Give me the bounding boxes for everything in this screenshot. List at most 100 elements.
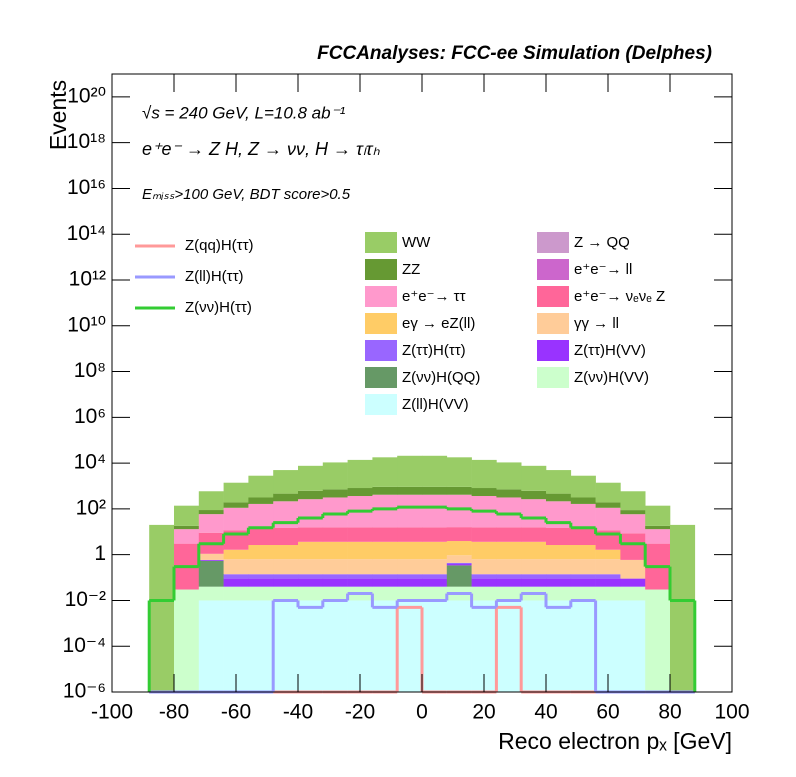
legend-label: Z(νν)H(VV) [574, 369, 649, 386]
bar-segment [248, 586, 274, 601]
bar-segment [471, 527, 497, 542]
legend-swatch [537, 232, 569, 253]
bar-segment [446, 555, 472, 563]
bar-segment [620, 533, 646, 560]
y-tick-label: 10¹⁸ [67, 130, 106, 153]
y-tick-label: 10⁻² [65, 588, 106, 611]
x-tick-label: -20 [345, 701, 375, 724]
bar-segment [595, 507, 621, 531]
bar-segment [347, 488, 373, 497]
legend-swatch [537, 313, 569, 334]
bar-segment [397, 494, 423, 528]
bar-segment [496, 489, 522, 498]
y-tick-label: 10⁴ [74, 451, 106, 474]
bar-segment [471, 586, 497, 601]
bar-segment [521, 600, 547, 692]
bar-segment [372, 494, 398, 528]
bar-segment [620, 510, 646, 515]
bar-segment [322, 497, 348, 528]
y-tick-label: 10¹⁴ [67, 222, 106, 245]
bar-segment [670, 524, 696, 692]
bar-segment [322, 489, 348, 498]
bar-segment [273, 493, 299, 502]
legend-label: e⁺e⁻→ ll [574, 261, 632, 278]
bar-segment [174, 525, 200, 530]
bar-segment [372, 578, 398, 587]
bar-segment [298, 465, 324, 491]
bar-segment [446, 494, 472, 528]
bar-segment [422, 486, 448, 495]
bar-segment [248, 545, 274, 560]
bar-segment [620, 559, 646, 579]
legend-label: eγ → eZ(ll) [402, 315, 475, 332]
bar-segment [570, 475, 596, 498]
bar-segment [273, 574, 299, 579]
bar-segment [174, 589, 200, 692]
annotation: √s = 240 GeV, L=10.8 ab⁻¹ [142, 103, 346, 122]
bar-segment [496, 527, 522, 542]
bar-segment [322, 578, 348, 587]
bar-segment [397, 486, 423, 495]
bar-segment [422, 494, 448, 528]
bar-segment [372, 457, 398, 487]
bar-segment [174, 529, 200, 544]
bar-segment [198, 553, 224, 560]
legend-label: e⁺e⁻→ νₑνₑ Z [574, 288, 665, 305]
y-axis-title: Events [45, 80, 71, 150]
bar-segment [198, 559, 224, 561]
legend-swatch [365, 394, 397, 415]
bar-segment [298, 499, 324, 528]
bar-segment [546, 527, 572, 546]
bar-segment [496, 541, 522, 560]
bar-segment [546, 493, 572, 502]
y-tick-label: 10² [76, 496, 106, 519]
bar-segment [223, 507, 249, 531]
bar-segment [372, 559, 398, 575]
y-tick-label: 10²⁰ [67, 84, 106, 107]
legend-label: Z(ll)H(VV) [402, 396, 469, 413]
bar-segment [298, 541, 324, 560]
bar-segment [347, 527, 373, 542]
bar-segment [198, 514, 224, 533]
bar-segment [248, 503, 274, 528]
bar-segment [595, 549, 621, 560]
bar-segment [471, 541, 497, 560]
bar-segment [248, 475, 274, 498]
bar-segment [298, 559, 324, 575]
bar-segment [273, 559, 299, 575]
bar-segment [595, 559, 621, 575]
bar-segment [298, 527, 324, 542]
bar-segment [397, 574, 423, 579]
bar-segment [372, 574, 398, 579]
y-tick-label: 10⁻⁴ [63, 634, 106, 657]
legend-swatch [365, 367, 397, 388]
bar-segment [397, 527, 423, 542]
bar-segment [471, 488, 497, 497]
chart-title: FCCAnalyses: FCC-ee Simulation (Delphes) [317, 43, 712, 64]
bar-segment [496, 574, 522, 579]
bar-segment [570, 586, 596, 601]
legend-swatch [537, 340, 569, 361]
bar-segment [273, 527, 299, 546]
x-tick-label: 100 [714, 701, 749, 724]
bar-segment [496, 462, 522, 490]
legend-swatch [365, 286, 397, 307]
bar-segment [397, 541, 423, 560]
legend-swatch [365, 259, 397, 280]
bar-segment [347, 574, 373, 579]
legend-label: ZZ [402, 261, 420, 278]
bar-segment [273, 600, 299, 692]
bar-segment [570, 545, 596, 560]
bar-segment [273, 578, 299, 587]
legend-label: γγ → ll [574, 315, 619, 332]
legend-label: Z(qq)H(ττ) [185, 237, 254, 254]
bar-segment [322, 574, 348, 579]
bar-segment [248, 527, 274, 546]
bar-segment [372, 600, 398, 692]
bar-segment [298, 578, 324, 587]
bar-segment [521, 541, 547, 560]
bar-segment [471, 578, 497, 587]
legend-swatch [537, 367, 569, 388]
legend-label: Z(νν)H(QQ) [402, 369, 480, 386]
